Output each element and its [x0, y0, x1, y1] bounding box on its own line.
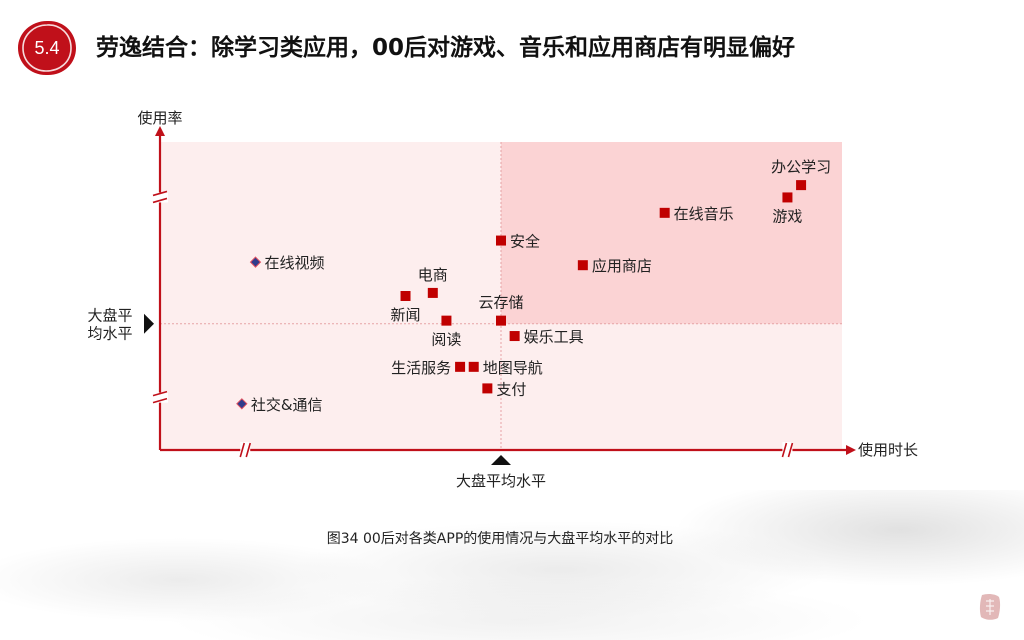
data-point — [249, 256, 262, 268]
point-label: 办公学习 — [771, 158, 831, 176]
y-average-label: 均水平 — [87, 325, 132, 343]
chart-labels: 使用率使用时长大盘平均水平大盘平均水平办公学习游戏在线音乐安全应用商店在线视频电… — [87, 109, 918, 490]
data-point — [796, 180, 807, 191]
y-axis-arrow — [155, 126, 165, 136]
point-label: 应用商店 — [592, 257, 652, 275]
triangle-marker-icon — [144, 313, 154, 334]
chart-axes — [144, 126, 856, 465]
point-label: 地图导航 — [483, 359, 543, 377]
plot-background — [160, 142, 842, 450]
point-label: 安全 — [510, 233, 540, 251]
data-point — [577, 260, 588, 271]
point-label: 电商 — [418, 266, 448, 284]
data-point — [236, 398, 248, 410]
point-label: 支付 — [496, 380, 526, 398]
axis-break-icon — [152, 390, 168, 404]
seal-stamp-icon — [979, 593, 1001, 620]
data-point — [496, 315, 506, 326]
chart-points — [236, 180, 807, 410]
quadrant-high — [501, 142, 842, 324]
point-label: 在线音乐 — [674, 205, 734, 223]
point-label: 社交&通信 — [251, 396, 323, 414]
data-point — [782, 192, 793, 203]
point-label: 阅读 — [431, 331, 461, 349]
point-label: 娱乐工具 — [524, 328, 584, 346]
point-label: 在线视频 — [264, 254, 324, 272]
data-point — [427, 287, 438, 298]
data-point — [496, 235, 506, 246]
point-label: 游戏 — [772, 207, 802, 225]
x-average-label: 大盘平均水平 — [456, 472, 546, 490]
data-point — [455, 361, 466, 372]
axis-break-icon — [781, 442, 794, 458]
section-number: 5.4 — [34, 37, 60, 58]
y-average-label: 大盘平 — [87, 307, 132, 325]
axis-break-icon — [152, 190, 168, 204]
x-axis-arrow — [846, 445, 856, 455]
data-point — [509, 331, 520, 342]
data-point — [441, 315, 452, 326]
chart-caption: 图34 00后对各类APP的使用情况与大盘平均水平的对比 — [326, 531, 674, 547]
triangle-marker-icon — [491, 455, 511, 465]
data-point — [482, 383, 493, 394]
data-point — [400, 291, 411, 301]
axis-break-icon — [239, 442, 252, 458]
data-point — [659, 207, 670, 218]
point-label: 云存储 — [478, 294, 523, 312]
point-label: 生活服务 — [391, 359, 451, 377]
circle-badge-icon — [18, 20, 76, 76]
background-mist — [0, 490, 1024, 640]
data-point — [468, 361, 479, 372]
section-badge: 5.4 — [15, 18, 79, 78]
y-axis-label: 使用率 — [137, 109, 182, 127]
page-title: 劳逸结合：除学习类应用，00后对游戏、音乐和应用商店有明显偏好 — [96, 35, 796, 61]
x-axis-label: 使用时长 — [858, 441, 918, 459]
point-label: 新闻 — [391, 306, 421, 324]
